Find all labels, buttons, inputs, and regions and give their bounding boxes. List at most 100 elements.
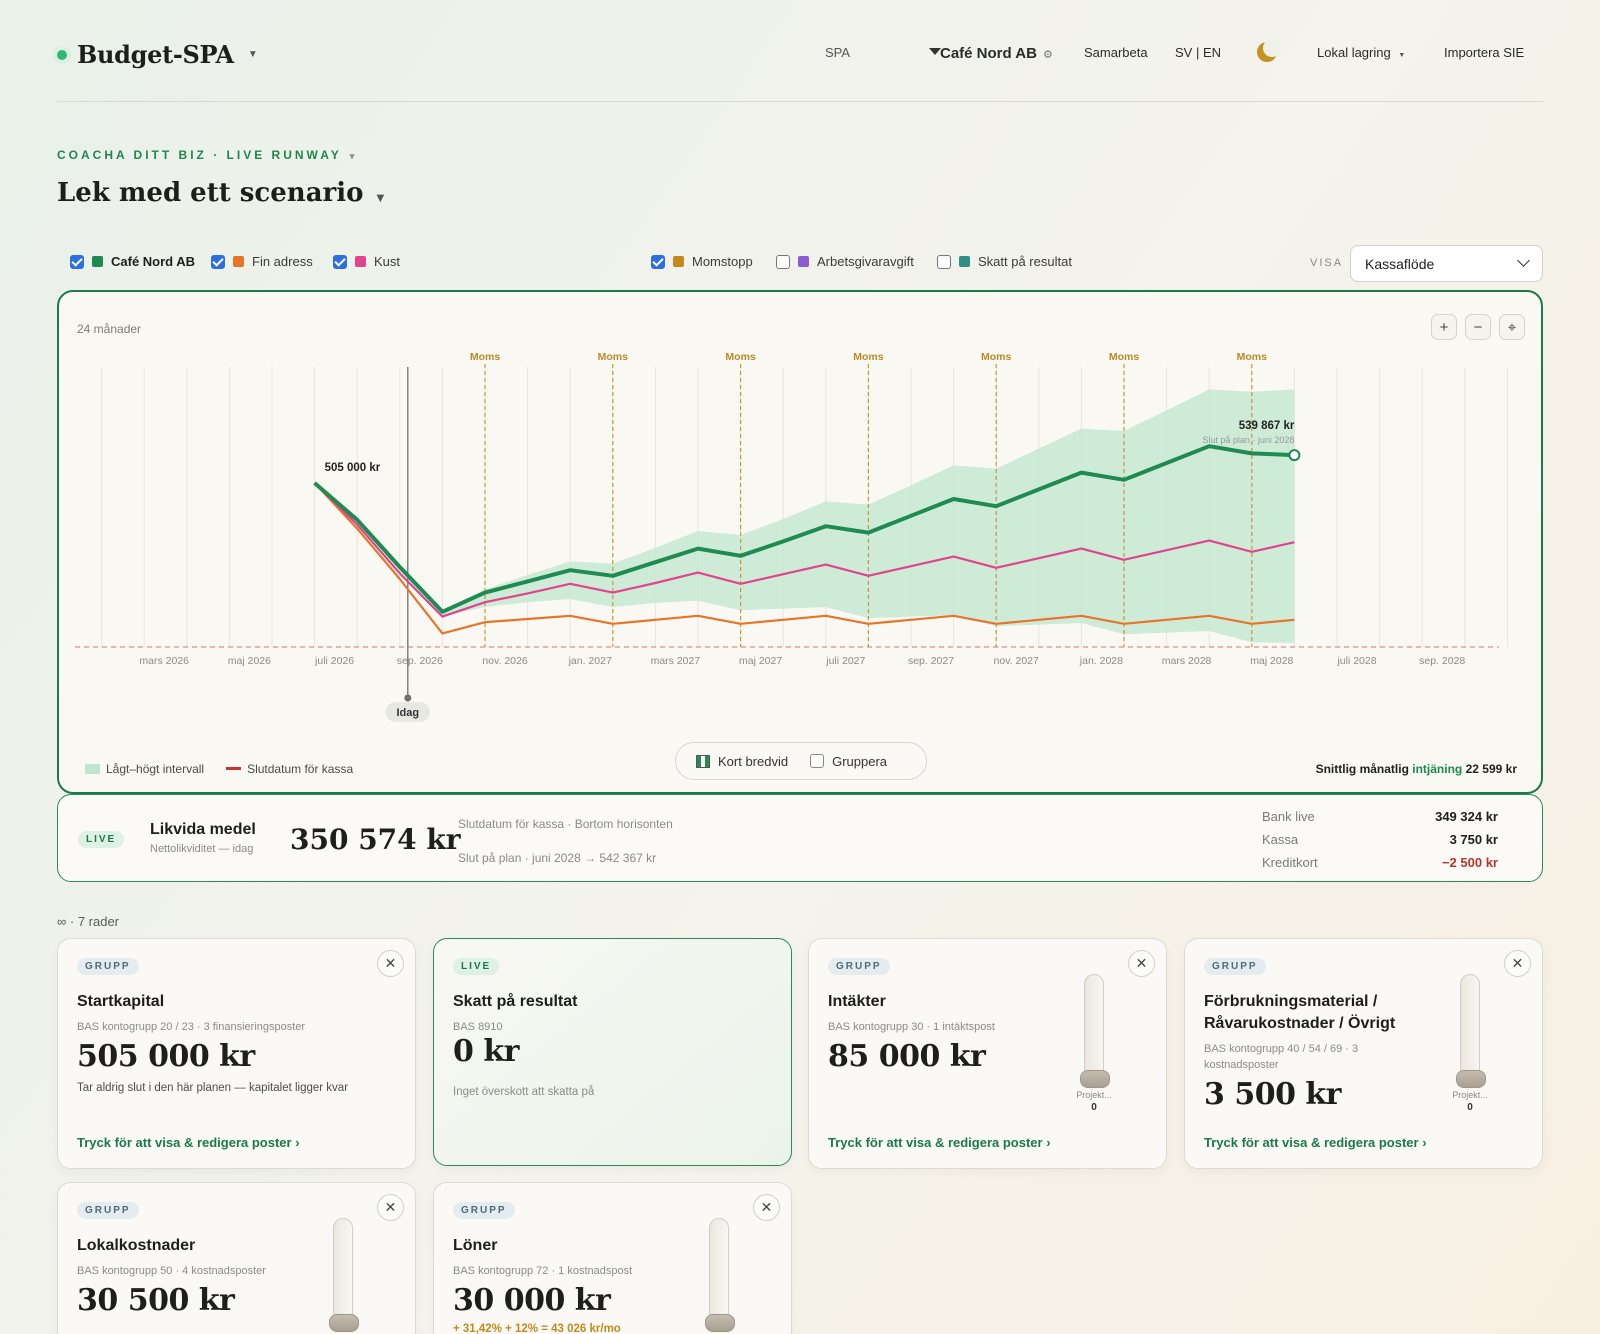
group-toggle[interactable]: Gruppera [810, 753, 887, 769]
toggle-arbetsgivaravgift[interactable]: Arbetsgivaravgift [776, 254, 914, 269]
slider-value: 0 [1467, 1102, 1473, 1113]
live-badge: LIVE [78, 831, 125, 848]
projection-slider[interactable] [705, 1218, 735, 1332]
projection-slider[interactable] [1456, 974, 1486, 1088]
toggle-skatt[interactable]: Skatt på resultat [937, 254, 1072, 269]
eyebrow[interactable]: COACHA DITT BIZ · LIVE RUNWAY ▾ [57, 148, 357, 162]
balance-row: Kassa 3 750 kr [1262, 832, 1498, 855]
slider-label: Projekt... [1076, 1090, 1112, 1100]
moms-label: Moms [1109, 351, 1139, 363]
card-skatt[interactable]: LIVE Skatt på resultat BAS 8910 0 kr Ing… [433, 938, 792, 1166]
x-tick-label: sep. 2027 [908, 655, 954, 667]
card-loner[interactable]: GRUPP ✕ Löner BAS kontogrupp 72 · 1 kost… [433, 1182, 792, 1334]
view-select[interactable]: Kassaflöde [1350, 245, 1543, 282]
today-label: Idag [396, 707, 419, 719]
recenter-button[interactable]: ⌖ [1499, 314, 1525, 340]
liquidity-card[interactable]: LIVE Likvida medel Nettolikviditet — ida… [57, 794, 1543, 882]
checkbox[interactable] [937, 254, 951, 269]
group-badge: GRUPP [77, 958, 139, 975]
projection-slider[interactable] [1080, 974, 1110, 1088]
card-title: Intäkter [828, 993, 886, 1010]
close-icon[interactable]: ✕ [377, 950, 404, 977]
brand-menu[interactable]: Budget-SPA ▼ [57, 40, 258, 69]
company-switcher[interactable]: Café Nord AB ⚙ [940, 45, 1053, 62]
chart-legend: Lågt–högt intervall Slutdatum för kassa [85, 762, 353, 776]
top-nav: Budget-SPA ▼ SPA Café Nord AB ⚙ Samarbeta… [57, 30, 1543, 102]
card-forbrukning[interactable]: GRUPP ✕ Förbrukningsmaterial / Råvarukos… [1184, 938, 1543, 1169]
x-tick-label: juli 2027 [825, 655, 865, 667]
series-line [313, 482, 1295, 635]
balance-value: 349 324 kr [1435, 809, 1498, 824]
toggle-fin-adress[interactable]: Fin adress [211, 254, 313, 269]
card-subtitle: BAS kontogrupp 20 / 23 · 3 finansierings… [77, 1021, 306, 1033]
checkbox[interactable] [810, 753, 825, 768]
balance-row: Bank live 349 324 kr [1262, 809, 1498, 832]
today-marker [404, 694, 412, 702]
moms-label: Moms [853, 351, 883, 363]
swatch-icon [673, 256, 684, 267]
slider-handle[interactable] [1456, 1070, 1486, 1088]
slider-handle[interactable] [705, 1314, 735, 1332]
group-badge: GRUPP [1204, 958, 1266, 975]
card-subtitle: BAS kontogrupp 30 · 1 intäktspost [828, 1021, 995, 1033]
cashflow-chart[interactable]: Moms Moms Moms Moms Moms Moms Moms Idag 505 000 … [59, 292, 1541, 792]
line-swatch-icon [226, 767, 242, 770]
slider-handle[interactable] [329, 1314, 359, 1332]
card-startkapital[interactable]: GRUPP ✕ Startkapital BAS kontogrupp 20 /… [57, 938, 416, 1169]
close-icon[interactable]: ✕ [1128, 950, 1155, 977]
wide-toggle[interactable]: Kort bredvid [696, 754, 788, 769]
chevron-down-icon: ▼ [376, 193, 385, 204]
card-note: Tar aldrig slut i den här planen — kapit… [77, 1082, 349, 1094]
start-value-label: 505 000 kr [325, 462, 381, 474]
checkbox[interactable] [211, 254, 225, 269]
moon-icon[interactable] [1257, 39, 1281, 62]
legend-line-label: Slutdatum för kassa [247, 762, 354, 776]
scenario-title[interactable]: Lek med ett scenario ▼ [57, 178, 384, 208]
toggle-cafe-nord[interactable]: Café Nord AB [70, 254, 195, 269]
legend-line: Slutdatum för kassa [226, 762, 353, 776]
card-amount: 30 500 kr [77, 1283, 235, 1318]
card-intakter[interactable]: GRUPP ✕ Intäkter BAS kontogrupp 30 · 1 i… [808, 938, 1167, 1169]
liquidity-title: Likvida medel [150, 821, 256, 838]
import-sie-button[interactable]: Importera SIE [1444, 45, 1525, 60]
spa-select[interactable]: SPA [825, 45, 941, 60]
language-toggle[interactable]: SV | EN [1175, 45, 1222, 60]
range-label: 24 månader [77, 322, 142, 336]
x-tick-label: sep. 2028 [1419, 655, 1465, 667]
zoom-in-button[interactable]: + [1431, 314, 1457, 340]
edit-posts-link[interactable]: Tryck för att visa & redigera poster › [828, 1135, 1051, 1150]
projection-slider[interactable] [329, 1218, 359, 1332]
balance-value: 3 750 kr [1449, 832, 1498, 847]
chart-card: 24 månader + − ⌖ Moms Moms Moms Moms Moms Mom… [57, 290, 1543, 794]
edit-posts-link[interactable]: Tryck för att visa & redigera poster › [77, 1135, 300, 1150]
toggle-label: Café Nord AB [111, 254, 196, 269]
close-icon[interactable]: ✕ [753, 1194, 780, 1221]
storage-menu[interactable]: Lokal lagring ▼ [1317, 45, 1405, 60]
x-tick-label: juli 2028 [1336, 655, 1376, 667]
checkbox[interactable] [70, 254, 84, 269]
card-subtitle: BAS 8910 [453, 1021, 503, 1033]
storage-label: Lokal lagring [1317, 45, 1391, 60]
collaborate-link[interactable]: Samarbeta [1084, 45, 1148, 60]
avg-word: intjäning [1412, 762, 1463, 776]
toggle-momstopp[interactable]: Momstopp [651, 254, 753, 269]
checkbox[interactable] [651, 254, 665, 269]
card-lokalkostnader[interactable]: GRUPP ✕ Lokalkostnader BAS kontogrupp 50… [57, 1182, 416, 1334]
chevron-down-icon: ▾ [349, 151, 358, 161]
slider-handle[interactable] [1080, 1070, 1110, 1088]
checkbox[interactable] [776, 254, 790, 269]
toggle-label: Kust [374, 254, 401, 269]
toggle-kust[interactable]: Kust [333, 254, 400, 269]
live-badge: LIVE [453, 958, 500, 975]
checkbox[interactable] [333, 254, 347, 269]
card-title: Lokalkostnader [77, 1237, 196, 1254]
zoom-out-button[interactable]: − [1465, 314, 1491, 340]
x-tick-label: jan. 2028 [1079, 655, 1123, 667]
balance-key: Kreditkort [1262, 855, 1318, 870]
close-icon[interactable]: ✕ [1504, 950, 1531, 977]
card-subtitle: BAS kontogrupp 72 · 1 kostnadspost [453, 1265, 633, 1277]
chevron-down-icon: ▼ [1398, 52, 1406, 59]
today-pill [385, 702, 430, 722]
close-icon[interactable]: ✕ [377, 1194, 404, 1221]
edit-posts-link[interactable]: Tryck för att visa & redigera poster › [1204, 1135, 1427, 1150]
